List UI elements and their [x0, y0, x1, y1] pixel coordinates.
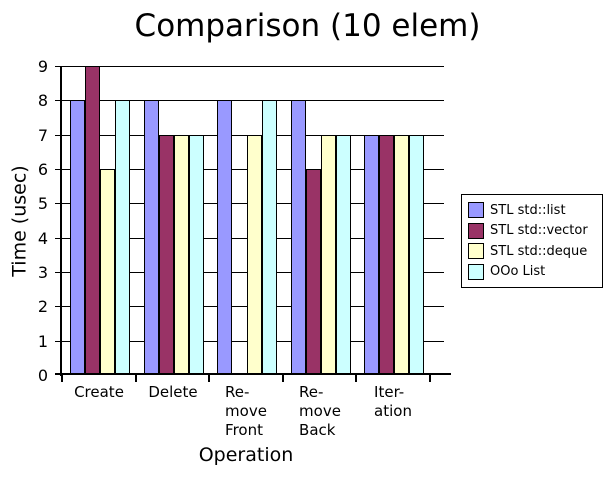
- y-tick-label: 1: [37, 331, 48, 351]
- legend-swatch-ooo-list: [468, 263, 484, 280]
- bar: [409, 135, 424, 375]
- bar: [306, 169, 321, 375]
- x-tick-label-create: Create: [74, 383, 124, 401]
- legend-item-stl-list: STL std::list: [468, 202, 600, 219]
- bar: [262, 100, 277, 375]
- y-tick-label: 9: [37, 57, 48, 76]
- x-axis-tick: [282, 375, 284, 382]
- x-axis-tick: [429, 375, 431, 382]
- gridline: [55, 66, 444, 67]
- legend-label: STL std::deque: [490, 243, 588, 259]
- bar: [189, 135, 204, 375]
- x-axis-line: [55, 373, 451, 375]
- y-tick-label: 3: [37, 262, 48, 282]
- y-tick-label: 7: [37, 125, 48, 145]
- legend-swatch-stl-vector: [468, 222, 484, 239]
- y-tick-labels: 9 8 7 6 5 4 3 2 1 0: [2, 57, 48, 385]
- x-tick-label-remove-back: Re- move Back: [299, 383, 341, 439]
- bar: [321, 135, 336, 375]
- x-axis-tick: [61, 375, 63, 382]
- x-axis-title: Operation: [198, 444, 294, 466]
- y-tick-label: 0: [37, 365, 48, 385]
- x-axis-tick: [135, 375, 137, 382]
- legend-item-ooo-list: OOo List: [468, 263, 600, 280]
- bar: [85, 66, 100, 375]
- legend-item-stl-vector: STL std::vector: [468, 222, 600, 239]
- legend-label: STL std::vector: [490, 223, 588, 239]
- y-tick-label: 5: [37, 194, 48, 214]
- bar: [70, 100, 85, 375]
- x-tick-label-remove-front: Re- move Front: [225, 383, 267, 439]
- bar: [394, 135, 409, 375]
- bar: [100, 169, 115, 375]
- bar: [159, 135, 174, 375]
- legend-item-stl-deque: STL std::deque: [468, 243, 600, 260]
- bar: [364, 135, 379, 375]
- gridline: [55, 100, 444, 101]
- bar: [291, 100, 306, 375]
- legend: STL std::list STL std::vector STL std::d…: [461, 194, 603, 288]
- x-tick-label-delete: Delete: [148, 383, 198, 401]
- y-axis-line: [60, 66, 62, 376]
- plot-area: 9 8 7 6 5 4 3 2 1 0 Create Delete Re- mo…: [38, 57, 451, 466]
- legend-label: OOo List: [490, 264, 546, 280]
- chart-title: Comparison (10 elem): [134, 8, 481, 44]
- legend-label: STL std::list: [490, 202, 566, 218]
- bar: [217, 100, 232, 375]
- legend-swatch-stl-deque: [468, 243, 484, 260]
- bar: [379, 135, 394, 375]
- bar: [336, 135, 351, 375]
- legend-swatch-stl-list: [468, 202, 484, 219]
- bar: [144, 100, 159, 375]
- bar: [115, 100, 130, 375]
- x-axis-tick: [355, 375, 357, 382]
- bar: [247, 135, 262, 375]
- y-tick-label: 6: [37, 159, 48, 179]
- y-tick-label: 8: [37, 91, 48, 111]
- x-axis-tick: [208, 375, 210, 382]
- y-tick-label: 4: [37, 228, 48, 248]
- bar: [174, 135, 189, 375]
- y-tick-label: 2: [37, 297, 48, 317]
- x-tick-label-iteration: Iter- ation: [374, 383, 412, 420]
